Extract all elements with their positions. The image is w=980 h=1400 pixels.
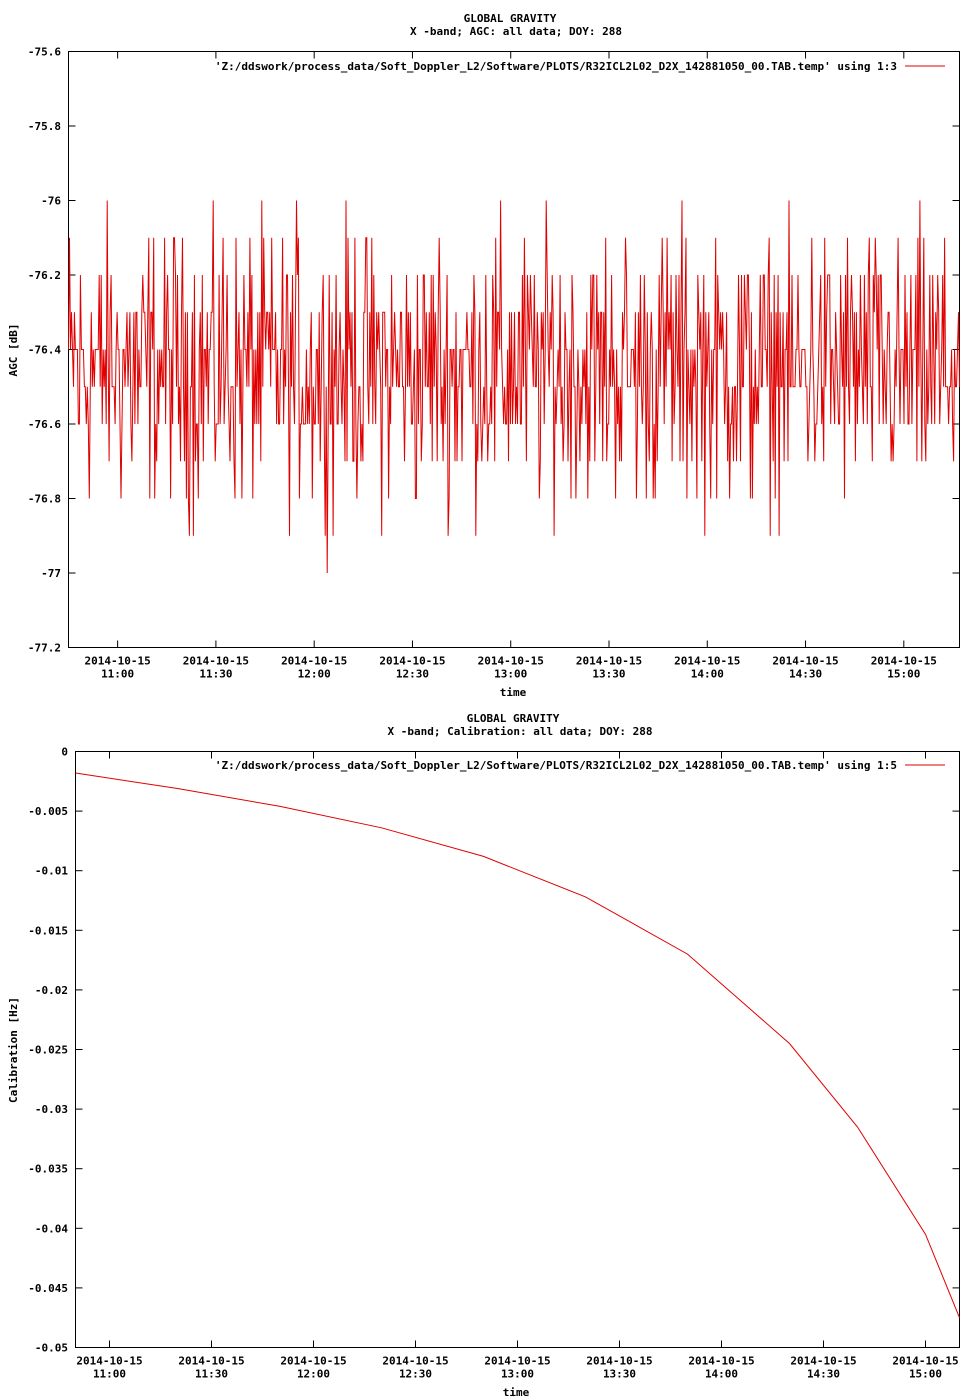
y-tick-label: -76 <box>41 195 61 208</box>
x-tick-label-time: 11:30 <box>195 1368 228 1381</box>
y-tick-label: -0.04 <box>35 1222 68 1235</box>
x-tick-label-date: 2014-10-15 <box>379 655 445 668</box>
agc-series <box>68 200 960 574</box>
x-tick-label-time: 13:30 <box>603 1368 636 1381</box>
series-line <box>68 200 960 574</box>
x-tick-label-date: 2014-10-15 <box>892 1355 958 1368</box>
x-tick-label-date: 2014-10-15 <box>586 1355 652 1368</box>
x-tick-label-time: 14:30 <box>789 668 822 681</box>
y-tick-label: -77 <box>41 567 61 580</box>
x-tick-label-time: 12:00 <box>297 1368 330 1381</box>
x-tick-label-time: 12:30 <box>399 1368 432 1381</box>
y-tick-label: -76.2 <box>28 269 61 282</box>
chart-title: GLOBAL GRAVITY <box>467 712 560 725</box>
y-tick-label: -0.01 <box>35 865 68 878</box>
x-axis-label: time <box>503 1386 530 1399</box>
legend-label: 'Z:/ddswork/process_data/Soft_Doppler_L2… <box>215 759 897 772</box>
x-tick-label-date: 2014-10-15 <box>76 1355 142 1368</box>
series-line <box>75 772 960 1318</box>
x-tick-label-date: 2014-10-15 <box>183 655 249 668</box>
chart-subtitle: X -band; AGC: all data; DOY: 288 <box>410 25 622 38</box>
y-axis-label: AGC [dB] <box>7 324 20 377</box>
x-tick-label-date: 2014-10-15 <box>280 1355 346 1368</box>
chart-subtitle: X -band; Calibration: all data; DOY: 288 <box>388 725 653 738</box>
y-tick-label: -0.05 <box>35 1342 68 1355</box>
y-tick-label: -75.6 <box>28 46 61 59</box>
x-tick-label-time: 15:00 <box>887 668 920 681</box>
y-tick-label: -76.6 <box>28 418 61 431</box>
x-tick-label-date: 2014-10-15 <box>674 655 740 668</box>
y-tick-label: -0.005 <box>28 805 68 818</box>
y-tick-label: -76.8 <box>28 493 61 506</box>
y-tick-label: -0.035 <box>28 1163 68 1176</box>
x-tick-label-date: 2014-10-15 <box>382 1355 448 1368</box>
y-tick-label: -0.03 <box>35 1103 68 1116</box>
legend-label: 'Z:/ddswork/process_data/Soft_Doppler_L2… <box>215 60 897 73</box>
x-tick-label-time: 14:00 <box>705 1368 738 1381</box>
y-tick-label: -77.2 <box>28 642 61 655</box>
x-tick-label-time: 14:00 <box>691 668 724 681</box>
x-tick-label-time: 15:00 <box>909 1368 942 1381</box>
x-tick-label-date: 2014-10-15 <box>85 655 151 668</box>
x-tick-label-date: 2014-10-15 <box>478 655 544 668</box>
x-axis-label: time <box>500 686 527 699</box>
x-tick-label-date: 2014-10-15 <box>281 655 347 668</box>
x-tick-label-time: 14:30 <box>807 1368 840 1381</box>
plot-frame <box>75 751 960 1348</box>
y-tick-label: -0.015 <box>28 924 68 937</box>
y-tick-label: -76.4 <box>28 344 61 357</box>
x-tick-label-time: 13:00 <box>501 1368 534 1381</box>
calibration-series <box>75 772 960 1318</box>
y-tick-label: -0.02 <box>35 984 68 997</box>
x-tick-label-date: 2014-10-15 <box>576 655 642 668</box>
x-tick-label-date: 2014-10-15 <box>688 1355 754 1368</box>
x-tick-label-date: 2014-10-15 <box>772 655 838 668</box>
x-tick-label-date: 2014-10-15 <box>178 1355 244 1368</box>
chart-title: GLOBAL GRAVITY <box>464 12 557 25</box>
x-tick-label-time: 11:00 <box>101 668 134 681</box>
x-tick-label-time: 13:30 <box>592 668 625 681</box>
x-tick-label-time: 11:00 <box>93 1368 126 1381</box>
y-tick-label: -0.025 <box>28 1044 68 1057</box>
x-tick-label-date: 2014-10-15 <box>790 1355 856 1368</box>
x-tick-label-time: 13:00 <box>494 668 527 681</box>
y-tick-label: 0 <box>61 746 68 759</box>
y-axis-label: Calibration [Hz] <box>7 997 20 1103</box>
y-tick-label: -0.045 <box>28 1282 68 1295</box>
x-tick-label-date: 2014-10-15 <box>484 1355 550 1368</box>
x-tick-label-time: 12:00 <box>298 668 331 681</box>
x-tick-label-time: 12:30 <box>396 668 429 681</box>
agc-chart: GLOBAL GRAVITY X -band; AGC: all data; D… <box>7 12 960 699</box>
x-tick-label-time: 11:30 <box>199 668 232 681</box>
x-tick-label-date: 2014-10-15 <box>871 655 937 668</box>
calibration-chart: GLOBAL GRAVITY X -band; Calibration: all… <box>7 712 960 1399</box>
y-tick-label: -75.8 <box>28 120 61 133</box>
